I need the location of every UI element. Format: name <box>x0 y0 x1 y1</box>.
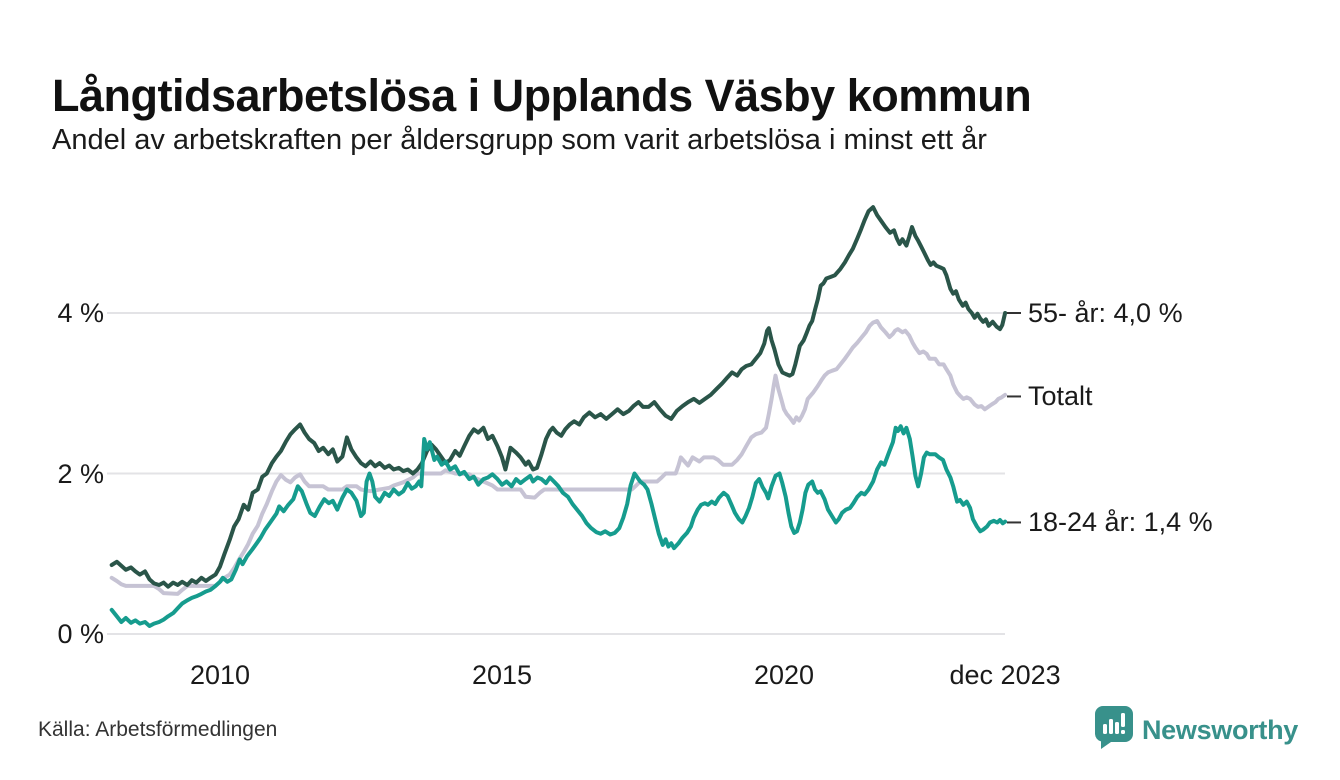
source-note: Källa: Arbetsförmedlingen <box>38 718 278 741</box>
x-axis-label-dec-2023: dec 2023 <box>949 660 1061 690</box>
series-end-label-55-r: 55- år: 4,0 % <box>1028 298 1183 328</box>
newsworthy-wordmark: Newsworthy <box>1141 714 1298 745</box>
series-end-label-totalt: Totalt <box>1028 381 1093 412</box>
chart-subtitle: Andel av arbetskraften per åldersgrupp s… <box>52 124 987 156</box>
series-end-label-18-24-r: 18-24 år: 1,4 % <box>1028 507 1213 538</box>
series-line-55-r <box>109 205 1008 589</box>
series-line-totalt <box>109 319 1008 596</box>
y-axis-label-2: 2 % <box>57 458 104 489</box>
y-axis-label-0: 0 % <box>57 619 104 649</box>
x-axis-label-2015: 2015 <box>471 660 533 690</box>
newsworthy-logo[interactable]: Newsworthy <box>1094 706 1298 754</box>
chart-title: Långtidsarbetslösa i Upplands Väsby komm… <box>52 70 1032 122</box>
series-line-18-24-r <box>109 424 1008 628</box>
newsworthy-icon <box>1094 706 1133 754</box>
x-axis-label-2010: 2010 <box>189 660 251 690</box>
y-axis-label-4: 4 % <box>57 298 104 328</box>
x-axis-label-2020: 2020 <box>753 660 815 690</box>
